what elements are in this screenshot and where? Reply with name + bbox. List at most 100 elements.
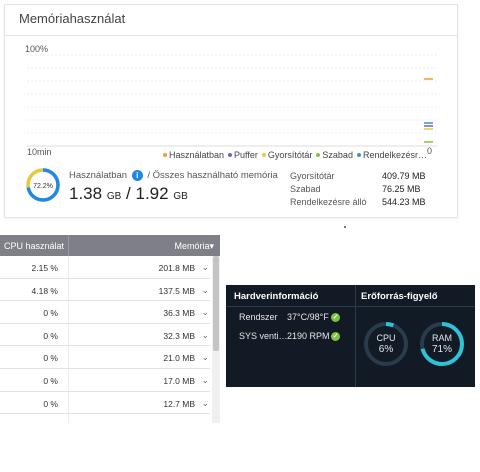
usage-value: 1.38 GB / 1.92 GB bbox=[69, 184, 188, 204]
expand-chevron-icon[interactable]: ⌄ bbox=[201, 329, 209, 340]
cpu-cell: 2.15 % bbox=[31, 263, 58, 273]
info-icon[interactable]: i bbox=[131, 170, 143, 181]
legend-item[interactable]: Szabad bbox=[316, 150, 353, 160]
hardware-row-system: Rendszer 37°C/98°F bbox=[239, 312, 329, 322]
ram-gauge-value: 71% bbox=[431, 344, 452, 355]
cpu-cell: 0 % bbox=[43, 330, 58, 341]
usage-slash: / bbox=[126, 184, 131, 203]
column-header-memory[interactable]: Memória▾ bbox=[174, 241, 214, 252]
total-value: 1.92 bbox=[135, 184, 169, 203]
chart-legend: Használatban Puffer Gyorsítótár Szabad Rende… bbox=[163, 150, 431, 160]
memory-cell: 17.0 MB bbox=[163, 375, 195, 386]
usage-label-total: / Összes használható memória bbox=[147, 170, 278, 182]
memory-cell: 12.7 MB bbox=[163, 398, 195, 409]
cell-divider bbox=[68, 256, 69, 278]
memory-cell: 21.0 MB bbox=[163, 353, 195, 364]
sort-desc-icon: ▾ bbox=[209, 241, 214, 251]
table-row[interactable]: 0 % 21.0 MB ⌄ bbox=[0, 346, 210, 369]
memory-cell: 201.8 MB bbox=[158, 263, 195, 273]
cell-divider bbox=[68, 278, 69, 301]
legend-item[interactable]: Gyorsítótár bbox=[261, 150, 313, 160]
widget-divider bbox=[226, 306, 475, 307]
cell-divider bbox=[68, 346, 69, 368]
expand-chevron-icon[interactable]: ⌄ bbox=[201, 420, 209, 423]
cpu-cell: 4.18 % bbox=[31, 285, 58, 296]
memory-usage-panel: Memóriahasználat 100% 0 10min Használatb… bbox=[4, 4, 458, 218]
expand-chevron-icon[interactable]: ⌄ bbox=[201, 352, 209, 363]
process-table: CPU használat Memória▾ 2.15 % 201.8 MB ⌄ 4.… bbox=[0, 235, 220, 423]
expand-chevron-icon[interactable]: ⌄ bbox=[201, 284, 209, 295]
panel-title: Memóriahasználat bbox=[19, 11, 126, 26]
resource-monitor-title[interactable]: Erőforrás-figyelő bbox=[361, 291, 438, 302]
memory-stats: Gyorsítótár 409.79 MB Szabad 76.25 MB Re… bbox=[290, 171, 450, 210]
donut-percent-label: 72.2% bbox=[33, 183, 53, 190]
cpu-gauge-value: 6% bbox=[378, 344, 394, 355]
ram-gauge bbox=[420, 322, 464, 366]
table-row[interactable]: 2.15 % 201.8 MB ⌄ bbox=[0, 256, 210, 279]
stat-label: Rendelkezésre álló bbox=[290, 197, 367, 207]
cell-divider bbox=[68, 323, 69, 346]
table-header: CPU használat Memória▾ bbox=[0, 235, 220, 256]
legend-dot-icon bbox=[316, 152, 321, 157]
cpu-gauge-label: CPU bbox=[376, 333, 396, 343]
legend-dot-icon bbox=[163, 152, 167, 157]
legend-item[interactable]: Használatban bbox=[163, 150, 224, 160]
hardware-monitor-widget: Hardverinformáció Erőforrás-figyelő Rend… bbox=[226, 285, 475, 387]
status-ok-icon: ✓ bbox=[331, 332, 340, 341]
cell-divider bbox=[68, 391, 69, 414]
legend-dot-icon bbox=[228, 152, 233, 157]
expand-chevron-icon[interactable]: ⌄ bbox=[201, 374, 209, 385]
stat-value: 544.23 MB bbox=[382, 197, 426, 207]
expand-chevron-icon[interactable]: ⌄ bbox=[201, 397, 209, 408]
legend-item[interactable]: Puffer bbox=[228, 150, 258, 160]
cell-divider bbox=[68, 301, 69, 323]
memory-cell: 32.3 MB bbox=[163, 330, 195, 341]
chart-bottom-label: 10min bbox=[27, 147, 52, 157]
expand-chevron-icon[interactable]: ⌄ bbox=[201, 262, 209, 272]
legend-label: Gyorsítótár bbox=[267, 150, 313, 160]
chart-top-label: 100% bbox=[25, 44, 48, 54]
cpu-cell: 0 % bbox=[0, 421, 58, 423]
status-ok-icon: ✓ bbox=[331, 313, 340, 322]
column-header-cpu[interactable]: CPU használat bbox=[4, 241, 65, 251]
table-row[interactable]: 0 % 12.7 MB ⌄ bbox=[0, 391, 210, 415]
expand-chevron-icon[interactable]: ⌄ bbox=[201, 307, 209, 318]
legend-item[interactable]: Rendelkezésr… bbox=[356, 150, 427, 160]
hardware-row-fan: SYS venti… 2190 RPM bbox=[239, 331, 330, 341]
legend-label: Puffer bbox=[234, 150, 258, 160]
cell-divider bbox=[68, 368, 69, 391]
memory-cell: 36.3 MB bbox=[163, 308, 195, 319]
used-unit: GB bbox=[106, 191, 122, 202]
stat-value: 409.79 MB bbox=[382, 171, 426, 181]
legend-label: Rendelkezésr… bbox=[362, 150, 427, 160]
cpu-cell: 0 % bbox=[43, 375, 58, 386]
scrollbar-thumb[interactable] bbox=[213, 256, 219, 351]
stat-row-free: Szabad 76.25 MB bbox=[290, 184, 450, 197]
legend-label: Szabad bbox=[322, 150, 353, 160]
table-row[interactable]: 0 % 17.0 MB ⌄ bbox=[0, 368, 210, 392]
memory-cell: 7.3 MB bbox=[168, 421, 195, 423]
hardware-label: Rendszer bbox=[239, 312, 278, 322]
stat-row-available: Rendelkezésre álló 544.23 MB bbox=[290, 197, 450, 210]
usage-label: Használatban i / Összes használható memó… bbox=[69, 170, 278, 181]
hardware-info-title: Hardverinformáció bbox=[234, 291, 319, 302]
cpu-cell: 0 % bbox=[43, 398, 58, 409]
ram-gauge-label: RAM bbox=[432, 333, 452, 343]
table-scrollbar[interactable] bbox=[212, 256, 220, 423]
cpu-gauge-text: CPU 6% bbox=[362, 333, 410, 355]
stat-row-cache: Gyorsítótár 409.79 MB bbox=[290, 171, 450, 184]
table-row[interactable]: 0 % 7.3 MB ⌄ bbox=[0, 414, 210, 423]
table-row[interactable]: 0 % 32.3 MB ⌄ bbox=[0, 323, 210, 347]
hardware-value: 37°C/98°F bbox=[287, 312, 329, 322]
legend-dot-icon bbox=[261, 152, 266, 157]
cpu-cell: 0 % bbox=[43, 353, 58, 364]
legend-label: Használatban bbox=[169, 150, 225, 160]
stat-label: Gyorsítótár bbox=[290, 171, 335, 181]
stat-label: Szabad bbox=[290, 184, 321, 194]
total-unit: GB bbox=[173, 191, 188, 202]
stray-dot bbox=[344, 226, 346, 228]
title-divider bbox=[5, 35, 457, 36]
ram-gauge-text: RAM 71% bbox=[418, 333, 466, 355]
table-row[interactable]: 4.18 % 137.5 MB ⌄ bbox=[0, 278, 210, 302]
table-row[interactable]: 0 % 36.3 MB ⌄ bbox=[0, 301, 210, 324]
